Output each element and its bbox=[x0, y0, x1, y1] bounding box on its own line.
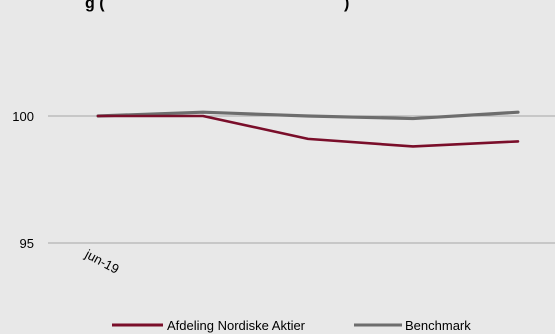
y-tick-label-95: 95 bbox=[20, 236, 34, 251]
chart-title-fragment-left: g ( bbox=[85, 0, 105, 12]
series-line-benchmark bbox=[96, 110, 520, 121]
x-tick-label-jun-19: jun-19 bbox=[82, 246, 122, 277]
chart-title-fragment-right: ) bbox=[344, 0, 349, 12]
series-lines bbox=[96, 110, 520, 148]
x-axis-tick-labels: jun-19 bbox=[82, 246, 122, 277]
legend-label-1: Benchmark bbox=[405, 318, 471, 333]
legend: Afdeling Nordiske Aktier Benchmark bbox=[112, 318, 471, 333]
y-tick-label-100: 100 bbox=[12, 109, 34, 124]
legend-label-0: Afdeling Nordiske Aktier bbox=[167, 318, 306, 333]
gridlines bbox=[48, 115, 555, 244]
y-axis-tick-labels: 95 100 bbox=[12, 109, 34, 251]
series-line-afdeling-nordiske-aktier bbox=[96, 114, 520, 148]
